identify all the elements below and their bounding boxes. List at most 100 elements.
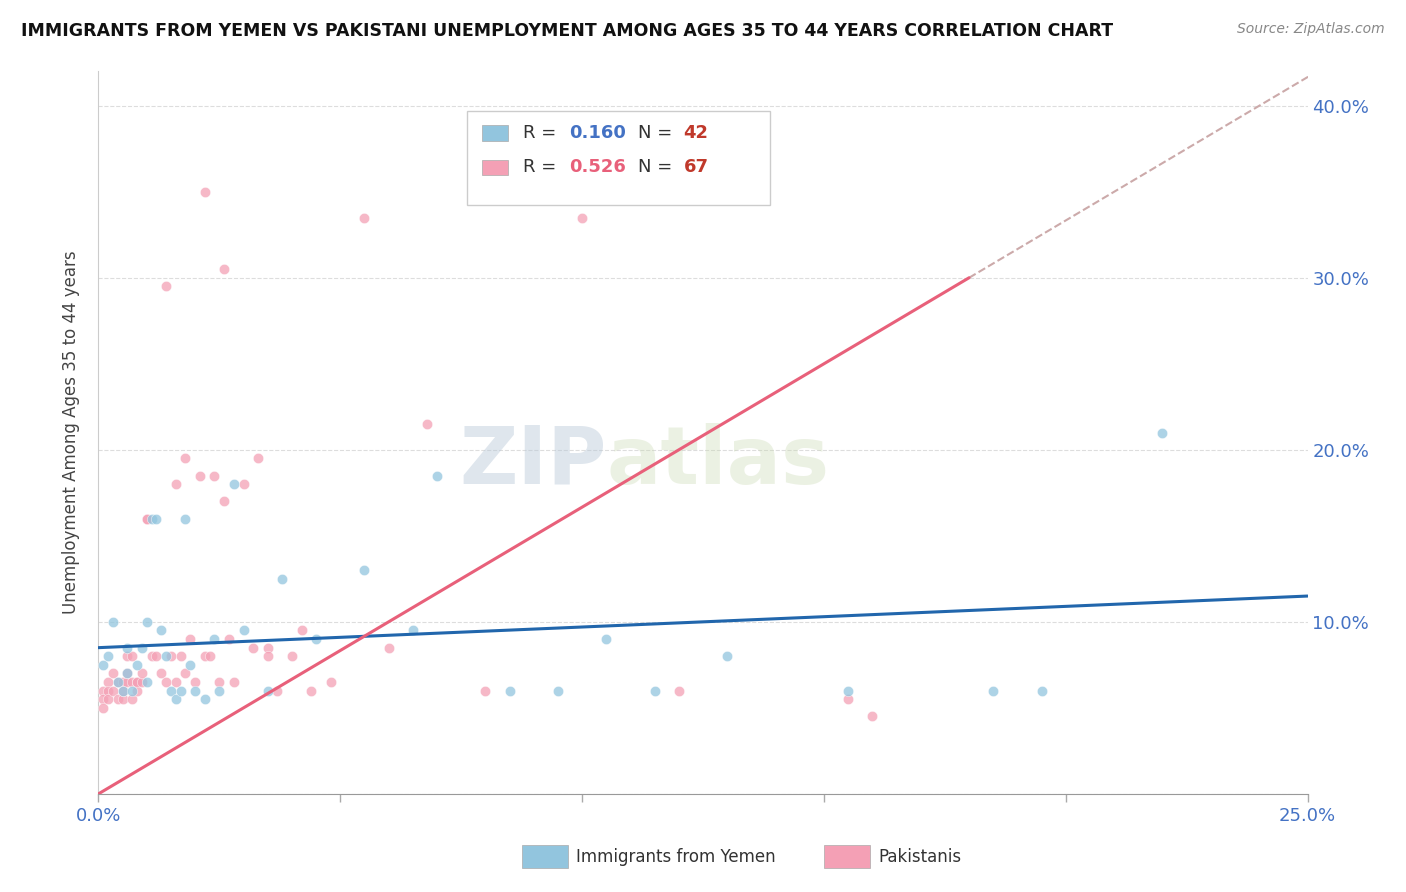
Point bbox=[353, 563, 375, 577]
Point bbox=[668, 683, 690, 698]
Point bbox=[135, 511, 157, 525]
Point bbox=[111, 692, 134, 706]
Text: N =: N = bbox=[638, 124, 678, 142]
Point bbox=[117, 666, 139, 681]
Point bbox=[377, 640, 399, 655]
Point bbox=[208, 683, 231, 698]
Point bbox=[111, 683, 134, 698]
Point bbox=[212, 262, 235, 277]
Text: R =: R = bbox=[523, 124, 562, 142]
Point bbox=[155, 279, 177, 293]
Point bbox=[155, 649, 177, 664]
Point bbox=[117, 649, 139, 664]
Point bbox=[160, 649, 183, 664]
Point bbox=[232, 624, 254, 638]
Point bbox=[1152, 425, 1174, 440]
Point bbox=[121, 675, 143, 690]
Point bbox=[131, 640, 153, 655]
Point bbox=[150, 624, 173, 638]
Point bbox=[256, 649, 278, 664]
Text: N =: N = bbox=[638, 159, 678, 177]
Point bbox=[184, 683, 207, 698]
Point bbox=[716, 649, 738, 664]
Point bbox=[111, 675, 134, 690]
Point bbox=[474, 683, 496, 698]
Point bbox=[135, 511, 157, 525]
Point bbox=[97, 675, 120, 690]
Point bbox=[155, 675, 177, 690]
Point bbox=[644, 683, 666, 698]
Point bbox=[218, 632, 240, 646]
Point bbox=[169, 683, 191, 698]
Point bbox=[402, 624, 425, 638]
Point bbox=[266, 683, 288, 698]
FancyBboxPatch shape bbox=[824, 846, 870, 868]
Text: R =: R = bbox=[523, 159, 562, 177]
Point bbox=[127, 675, 149, 690]
Point bbox=[547, 683, 569, 698]
Text: atlas: atlas bbox=[606, 423, 830, 500]
Text: Immigrants from Yemen: Immigrants from Yemen bbox=[576, 847, 776, 866]
FancyBboxPatch shape bbox=[467, 112, 769, 205]
Point bbox=[117, 640, 139, 655]
Point bbox=[121, 692, 143, 706]
Text: 0.526: 0.526 bbox=[569, 159, 626, 177]
Point bbox=[107, 675, 129, 690]
Point bbox=[101, 615, 124, 629]
Text: Source: ZipAtlas.com: Source: ZipAtlas.com bbox=[1237, 22, 1385, 37]
Point bbox=[141, 511, 163, 525]
Point bbox=[117, 675, 139, 690]
Point bbox=[299, 683, 322, 698]
Point bbox=[222, 477, 245, 491]
Point bbox=[305, 632, 328, 646]
Point bbox=[131, 666, 153, 681]
Point bbox=[184, 675, 207, 690]
Point bbox=[169, 649, 191, 664]
Point bbox=[127, 657, 149, 672]
Point bbox=[319, 675, 342, 690]
Point bbox=[256, 640, 278, 655]
Point bbox=[107, 675, 129, 690]
Point bbox=[174, 511, 197, 525]
Text: 0.160: 0.160 bbox=[569, 124, 626, 142]
Point bbox=[204, 468, 226, 483]
Text: IMMIGRANTS FROM YEMEN VS PAKISTANI UNEMPLOYMENT AMONG AGES 35 TO 44 YEARS CORREL: IMMIGRANTS FROM YEMEN VS PAKISTANI UNEMP… bbox=[21, 22, 1114, 40]
Point bbox=[150, 666, 173, 681]
Point bbox=[242, 640, 264, 655]
Point bbox=[290, 624, 312, 638]
Point bbox=[97, 649, 120, 664]
Point bbox=[271, 572, 294, 586]
Point bbox=[416, 417, 439, 431]
Point bbox=[145, 649, 167, 664]
Point bbox=[101, 683, 124, 698]
Point bbox=[1031, 683, 1053, 698]
Point bbox=[174, 666, 197, 681]
Point bbox=[91, 657, 114, 672]
Text: 67: 67 bbox=[683, 159, 709, 177]
Point bbox=[127, 683, 149, 698]
Point bbox=[121, 649, 143, 664]
FancyBboxPatch shape bbox=[522, 846, 568, 868]
Point bbox=[194, 185, 217, 199]
Point bbox=[498, 683, 520, 698]
Point bbox=[353, 211, 375, 225]
Point bbox=[204, 632, 226, 646]
Text: ZIP: ZIP bbox=[458, 423, 606, 500]
Point bbox=[127, 675, 149, 690]
Point bbox=[107, 692, 129, 706]
Point bbox=[91, 683, 114, 698]
Point bbox=[837, 683, 859, 698]
Point bbox=[571, 211, 593, 225]
Point bbox=[595, 632, 617, 646]
Point bbox=[91, 692, 114, 706]
Point bbox=[165, 692, 187, 706]
Text: Pakistanis: Pakistanis bbox=[879, 847, 962, 866]
Point bbox=[426, 468, 449, 483]
Point bbox=[179, 657, 201, 672]
Point bbox=[222, 675, 245, 690]
Point bbox=[194, 649, 217, 664]
Point bbox=[141, 649, 163, 664]
Point bbox=[981, 683, 1004, 698]
Point bbox=[101, 666, 124, 681]
Point bbox=[97, 692, 120, 706]
